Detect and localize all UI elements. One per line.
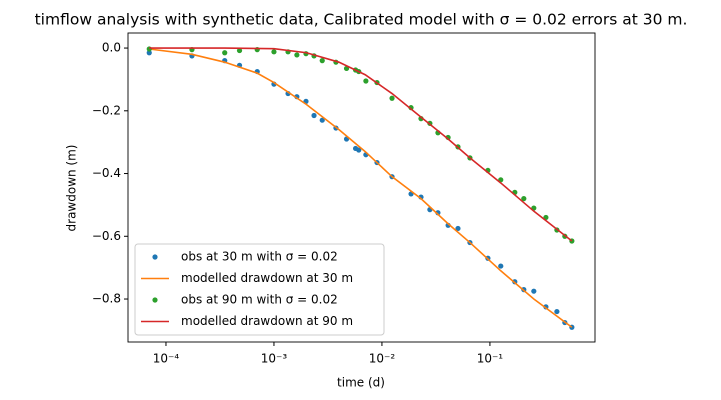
data-point: [146, 46, 152, 52]
legend-box: [134, 243, 385, 336]
data-point: [294, 52, 300, 58]
data-point: [146, 50, 152, 56]
y-tick-label: −0.4: [92, 166, 121, 180]
chart-title: timflow analysis with synthetic data, Ca…: [35, 11, 688, 29]
legend-label: modelled drawdown at 30 m: [181, 271, 353, 285]
x-tick-label: 10⁻³: [261, 352, 288, 366]
x-tick-label: 10⁻⁴: [153, 352, 180, 366]
data-point: [363, 78, 369, 84]
x-tick-label: 10⁻²: [369, 352, 396, 366]
legend-label: modelled drawdown at 90 m: [181, 314, 353, 328]
y-tick-label: −0.8: [92, 292, 121, 306]
data-line: [149, 47, 573, 242]
y-tick-label: −0.2: [92, 103, 121, 117]
y-tick-label: −0.6: [92, 229, 121, 243]
legend-label: obs at 90 m with σ = 0.02: [181, 293, 338, 307]
data-point: [356, 147, 362, 153]
legend-label: obs at 30 m with σ = 0.02: [181, 250, 338, 264]
data-point: [271, 49, 277, 55]
data-point: [311, 112, 317, 119]
data-point: [408, 105, 414, 111]
data-point: [531, 288, 537, 294]
data-point: [389, 95, 395, 101]
data-point: [554, 308, 560, 315]
data-point: [521, 196, 527, 202]
legend-marker: [152, 254, 158, 260]
data-point: [498, 263, 504, 269]
data-point: [319, 117, 325, 123]
data-point: [455, 225, 461, 232]
data-point: [236, 47, 243, 54]
x-axis-label: time (d): [337, 376, 385, 390]
data-point: [222, 50, 228, 56]
plot-frame: [127, 32, 596, 343]
y-tick-label: 0.0: [102, 41, 121, 55]
data-line: [149, 48, 573, 328]
x-tick-label: 10⁻¹: [477, 352, 504, 366]
data-point: [319, 58, 325, 64]
legend-marker: [152, 297, 158, 303]
y-axis-label: drawdown (m): [65, 145, 79, 232]
